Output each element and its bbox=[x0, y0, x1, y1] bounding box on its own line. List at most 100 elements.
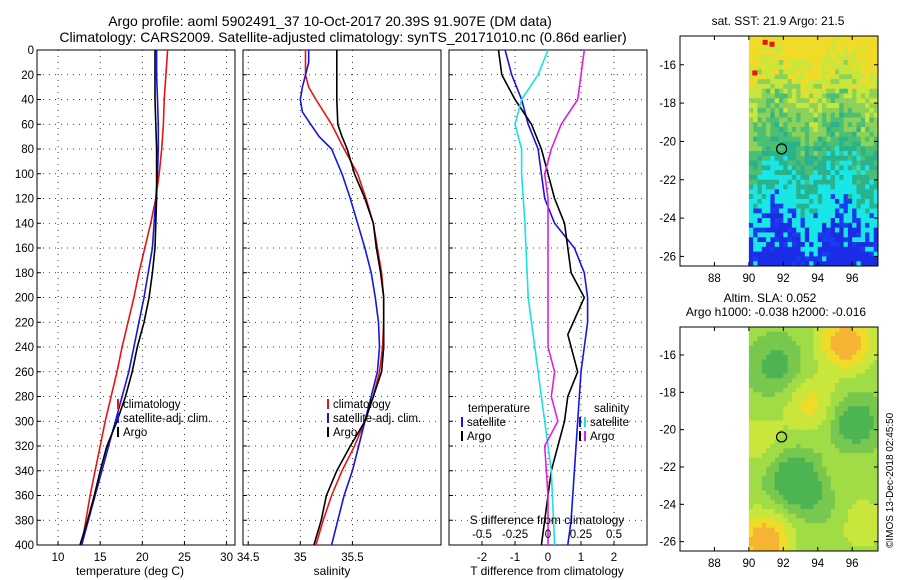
sla-cell bbox=[817, 420, 823, 426]
sst-cell-warm bbox=[769, 41, 775, 47]
sst-cell bbox=[757, 79, 763, 85]
sla-cell bbox=[860, 523, 866, 529]
sla-cell bbox=[826, 383, 832, 389]
sst-cell bbox=[839, 69, 844, 75]
sla-cell bbox=[774, 327, 780, 333]
sla-cell bbox=[766, 331, 771, 337]
sla-cell bbox=[783, 513, 788, 519]
sla-cell bbox=[757, 439, 763, 445]
sla-cell bbox=[787, 490, 793, 496]
sst-cell bbox=[822, 256, 827, 262]
sst-cell bbox=[860, 213, 866, 219]
sla-cell bbox=[787, 401, 793, 407]
sla-cell bbox=[809, 541, 814, 547]
sst-cell bbox=[852, 256, 857, 262]
sst-cell bbox=[852, 170, 857, 176]
sst-cell bbox=[791, 141, 797, 147]
sla-cell bbox=[834, 420, 840, 426]
sst-cell bbox=[796, 232, 801, 238]
sla-cell bbox=[809, 453, 814, 459]
sla-cell bbox=[791, 523, 797, 529]
y-tick-label: 120 bbox=[15, 194, 34, 206]
sla-cell bbox=[869, 345, 875, 351]
sla-cell bbox=[748, 373, 754, 379]
sst-cell bbox=[757, 203, 763, 209]
sst-cell bbox=[796, 155, 801, 161]
sla-cell bbox=[830, 364, 836, 370]
sst-cell bbox=[770, 194, 776, 200]
sst-cell bbox=[753, 261, 758, 266]
sla-cell bbox=[830, 392, 836, 398]
sst-cell bbox=[800, 160, 806, 166]
sst-cell bbox=[813, 40, 819, 46]
sst-cell bbox=[826, 155, 832, 161]
sla-cell bbox=[830, 541, 836, 547]
sst-cell bbox=[804, 122, 810, 128]
sst-cell bbox=[834, 179, 840, 185]
sla-cell bbox=[791, 373, 797, 379]
sla-cell bbox=[834, 425, 840, 431]
sst-cell bbox=[753, 74, 758, 80]
sla-cell bbox=[787, 518, 793, 524]
sst-cell bbox=[852, 184, 857, 190]
sst-cell bbox=[860, 189, 866, 195]
sst-cell bbox=[796, 261, 801, 266]
sla-cell bbox=[748, 341, 754, 347]
sst-cell bbox=[809, 227, 814, 233]
sst-cell bbox=[873, 88, 878, 94]
sla-cell bbox=[791, 471, 797, 477]
sla-cell bbox=[800, 350, 806, 356]
sst-cell bbox=[817, 160, 823, 166]
sla-cell bbox=[847, 467, 853, 473]
sst-cell bbox=[804, 69, 810, 75]
sla-cell bbox=[822, 537, 827, 543]
sla-cell bbox=[860, 364, 866, 370]
sla-cell bbox=[860, 345, 866, 351]
sst-cell bbox=[779, 93, 784, 99]
sla-cell bbox=[757, 518, 763, 524]
sla-cell bbox=[843, 420, 849, 426]
sst-cell bbox=[804, 59, 810, 66]
sst-cell bbox=[830, 227, 836, 233]
sla-cell bbox=[873, 434, 878, 440]
sst-cell bbox=[766, 203, 771, 209]
sst-cell bbox=[834, 151, 840, 157]
sla-cell bbox=[843, 476, 849, 482]
sst-cell bbox=[843, 203, 849, 209]
sst-cell bbox=[852, 246, 857, 253]
sst-cell bbox=[770, 146, 776, 152]
sst-cell bbox=[865, 74, 870, 80]
sla-cell bbox=[753, 425, 758, 431]
sst-cell bbox=[860, 93, 866, 99]
sla-cell bbox=[817, 462, 823, 468]
sla-cell bbox=[843, 331, 849, 337]
sst-cell bbox=[774, 179, 780, 185]
sst-cell bbox=[856, 112, 862, 118]
sla-cell bbox=[813, 448, 819, 454]
sst-cell bbox=[753, 165, 758, 171]
sla-cell bbox=[779, 369, 784, 375]
sst-cell bbox=[860, 146, 866, 152]
sla-cell bbox=[834, 359, 840, 365]
sst-cell bbox=[779, 122, 784, 128]
sla-cell bbox=[843, 532, 849, 538]
sla-cell bbox=[813, 439, 819, 445]
sst-cell bbox=[766, 50, 771, 56]
sla-cell bbox=[813, 527, 819, 533]
sla-cell bbox=[843, 373, 849, 379]
sst-cell bbox=[839, 227, 844, 233]
sst-cell bbox=[865, 55, 870, 61]
sst-cell bbox=[869, 151, 875, 157]
sst-cell bbox=[843, 237, 849, 243]
sla-cell bbox=[860, 467, 866, 473]
sst-cell bbox=[796, 83, 801, 90]
sla-cell bbox=[834, 327, 840, 333]
sst-cell bbox=[873, 227, 878, 233]
sst-cell bbox=[800, 256, 806, 262]
sst-cell bbox=[761, 59, 767, 66]
sla-cell bbox=[779, 499, 784, 505]
sst-cell bbox=[761, 45, 767, 51]
sst-cell bbox=[761, 103, 767, 109]
sst-cell bbox=[869, 112, 875, 118]
sla-cell bbox=[865, 513, 870, 519]
